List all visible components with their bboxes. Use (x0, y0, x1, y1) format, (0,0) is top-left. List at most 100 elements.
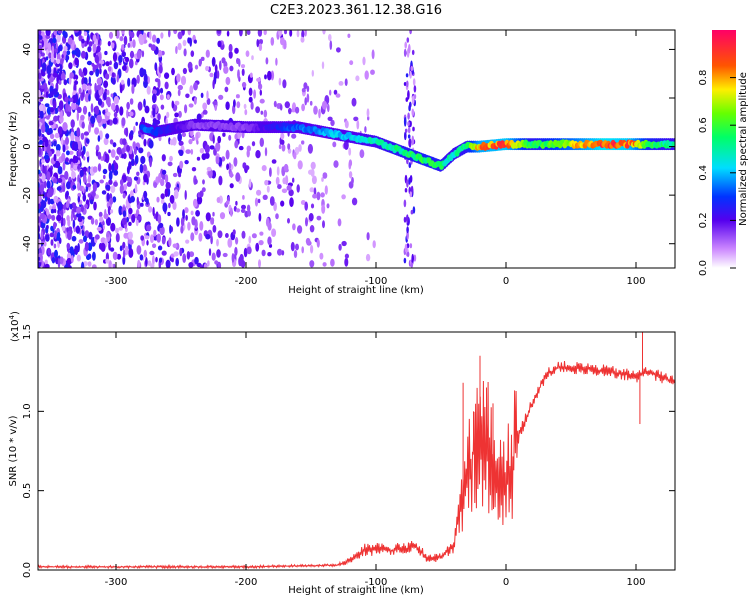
noise-speckle (173, 30, 178, 35)
noise-speckle (372, 240, 376, 249)
noise-speckle (168, 202, 171, 209)
noise-speckle (405, 97, 409, 102)
noise-speckle (235, 200, 238, 206)
noise-speckle (273, 201, 277, 212)
noise-speckle (57, 126, 63, 135)
noise-speckle (141, 50, 145, 58)
noise-speckle (63, 204, 67, 210)
noise-speckle (127, 77, 131, 87)
noise-speckle (121, 44, 125, 51)
noise-speckle (71, 50, 77, 55)
noise-speckle (301, 87, 306, 93)
noise-speckle (45, 234, 50, 242)
noise-speckle (304, 30, 307, 37)
y-tick-label: 40 (22, 43, 33, 56)
noise-speckle (110, 247, 115, 252)
noise-speckle (409, 70, 412, 79)
noise-speckle (347, 33, 351, 38)
noise-speckle (208, 248, 212, 256)
noise-speckle (158, 222, 164, 228)
noise-speckle (44, 259, 48, 265)
noise-speckle (57, 201, 63, 211)
noise-speckle (88, 90, 91, 96)
noise-speckle (61, 152, 66, 162)
noise-speckle (177, 89, 181, 97)
noise-speckle (191, 136, 195, 141)
figure-title: C2E3.2023.361.12.38.G16 (270, 3, 442, 18)
noise-speckle (196, 113, 202, 121)
noise-speckle (171, 67, 175, 76)
noise-speckle (136, 171, 140, 176)
noise-speckle (152, 206, 155, 217)
noise-speckle (411, 49, 415, 56)
colorbar: 0.0 0.2 0.4 0.6 0.8 Normalized spectral ampl… (698, 30, 749, 276)
snr-ylabel: SNR (10 * v/v) (8, 415, 19, 486)
noise-speckle (82, 89, 85, 98)
noise-speckle (167, 161, 173, 167)
noise-speckle (238, 256, 243, 267)
noise-speckle (54, 132, 60, 139)
noise-speckle (411, 95, 415, 105)
noise-speckle (173, 251, 179, 257)
noise-speckle (300, 36, 305, 43)
noise-speckle (236, 101, 241, 109)
noise-speckle (144, 235, 150, 240)
noise-speckle (319, 252, 324, 260)
noise-speckle (70, 255, 74, 264)
noise-speckle (109, 197, 114, 205)
noise-speckle (265, 217, 270, 227)
noise-speckle (311, 69, 314, 77)
noise-speckle (38, 194, 41, 204)
noise-speckle (48, 77, 54, 83)
noise-speckle (74, 245, 79, 256)
snr-series-line (38, 360, 675, 570)
noise-speckle (407, 112, 410, 120)
noise-speckle (194, 178, 198, 185)
noise-speckle (111, 78, 116, 85)
noise-speckle (313, 105, 318, 115)
noise-speckle (348, 171, 353, 179)
noise-speckle (194, 64, 199, 70)
noise-speckle (86, 138, 90, 144)
noise-speckle (287, 143, 291, 150)
noise-speckle (160, 32, 164, 39)
noise-speckle (136, 74, 140, 84)
noise-speckle (38, 169, 41, 175)
noise-speckle (175, 46, 178, 54)
noise-speckle (411, 253, 415, 263)
noise-speckle (112, 251, 118, 261)
noise-speckle (241, 204, 246, 210)
noise-speckle (234, 47, 239, 54)
noise-speckle (52, 88, 58, 96)
noise-speckle (83, 156, 86, 161)
noise-speckle (287, 218, 290, 224)
noise-speckle (152, 93, 157, 104)
noise-speckle (61, 216, 64, 226)
noise-speckle (95, 149, 99, 157)
noise-speckle (259, 98, 265, 104)
snr-y-multiplier: (x104) (8, 311, 21, 342)
noise-speckle (130, 195, 136, 203)
noise-speckle (267, 236, 272, 246)
noise-speckle (45, 91, 49, 99)
noise-speckle (403, 199, 407, 208)
noise-speckle (344, 120, 349, 129)
noise-speckle (202, 109, 208, 115)
noise-speckle (179, 247, 183, 257)
noise-speckle (59, 63, 63, 74)
noise-speckle (324, 185, 328, 195)
noise-speckle (167, 94, 170, 100)
noise-speckle (81, 121, 85, 129)
noise-speckle (321, 177, 324, 182)
noise-speckle (87, 193, 92, 198)
noise-speckle (267, 252, 272, 257)
noise-speckle (90, 217, 95, 225)
noise-speckle (257, 198, 261, 204)
noise-speckle (77, 140, 82, 150)
noise-speckle (99, 179, 104, 184)
noise-speckle (146, 240, 149, 246)
noise-speckle (403, 48, 407, 58)
noise-speckle (71, 94, 77, 104)
noise-speckle (39, 110, 44, 119)
